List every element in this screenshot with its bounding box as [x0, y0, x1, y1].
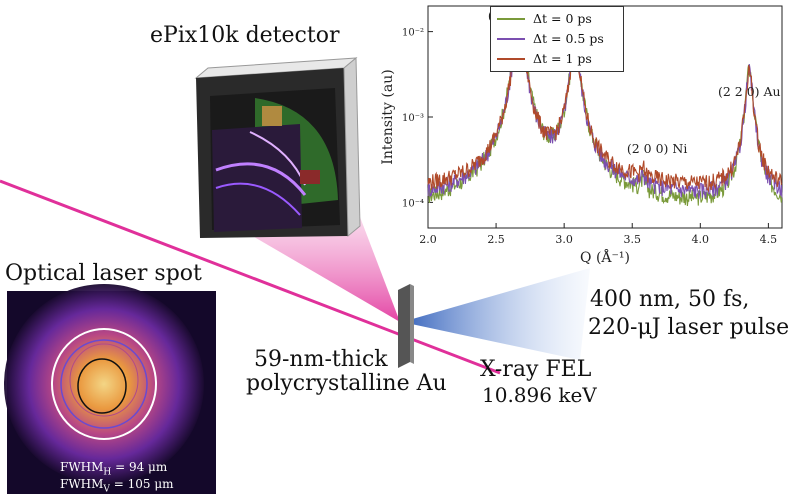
- y-axis-label: Intensity (au): [380, 69, 396, 164]
- detector-label: ePix10k detector: [150, 23, 340, 48]
- legend-entry: Δt = 1 ps: [491, 49, 623, 69]
- legend-entry: Δt = 0 ps: [491, 9, 623, 29]
- laser-pulse-cone: [402, 268, 590, 360]
- legend-swatch: [497, 38, 525, 40]
- fwhm-h-label: FWHMH = 94 μm: [60, 460, 168, 478]
- pulse-label-line2: 220-μJ laser pulse: [588, 315, 790, 340]
- y-tick-label: 10⁻²: [402, 28, 424, 39]
- laser-spot-image: [4, 284, 216, 494]
- legend-entry: Δt = 0.5 ps: [491, 29, 623, 49]
- x-tick-label: 4.5: [760, 233, 778, 246]
- x-tick-label: 2.5: [487, 233, 505, 246]
- legend-swatch: [497, 18, 525, 20]
- pulse-label-line1: 400 nm, 50 fs,: [590, 287, 750, 312]
- x-axis-label: Q (Å⁻¹): [580, 248, 630, 266]
- plot-legend: Δt = 0 ps Δt = 0.5 ps Δt = 1 ps: [490, 6, 624, 72]
- xray-label-line2: 10.896 keV: [482, 383, 597, 407]
- x-tick-label: 3.5: [623, 233, 641, 246]
- xray-label-line1: X-ray FEL: [480, 357, 592, 382]
- x-tick-label: 4.0: [692, 233, 710, 246]
- x-tick-label: 3.0: [555, 233, 573, 246]
- sample-label-line1: 59-nm-thick: [254, 347, 388, 372]
- legend-label: Δt = 0.5 ps: [533, 31, 604, 46]
- y-tick-label: 10⁻³: [402, 113, 424, 124]
- laser-spot-title: Optical laser spot: [5, 261, 202, 286]
- legend-label: Δt = 1 ps: [533, 51, 592, 66]
- peak-label: (2 0 0) Ni: [627, 141, 687, 156]
- y-tick-label: 10⁻⁴: [402, 198, 424, 209]
- sample-label-line2: polycrystalline Au: [246, 371, 447, 396]
- series-line: [427, 7, 783, 193]
- x-tick-label: 2.0: [419, 233, 437, 246]
- legend-swatch: [497, 58, 525, 60]
- fwhm-v-label: FWHMV = 105 μm: [60, 477, 174, 495]
- detector-box: [194, 56, 361, 238]
- sample-plate: [398, 284, 414, 368]
- xray-beam: [0, 179, 501, 375]
- peak-label: (2 2 0) Au: [718, 84, 781, 99]
- diffraction-plot: 2.0 2.5 3.0 3.5 4.0 4.5 10⁻⁴ 10⁻³ 10⁻² Q (Å⁻¹) Int…: [372, 0, 800, 272]
- legend-label: Δt = 0 ps: [533, 11, 592, 26]
